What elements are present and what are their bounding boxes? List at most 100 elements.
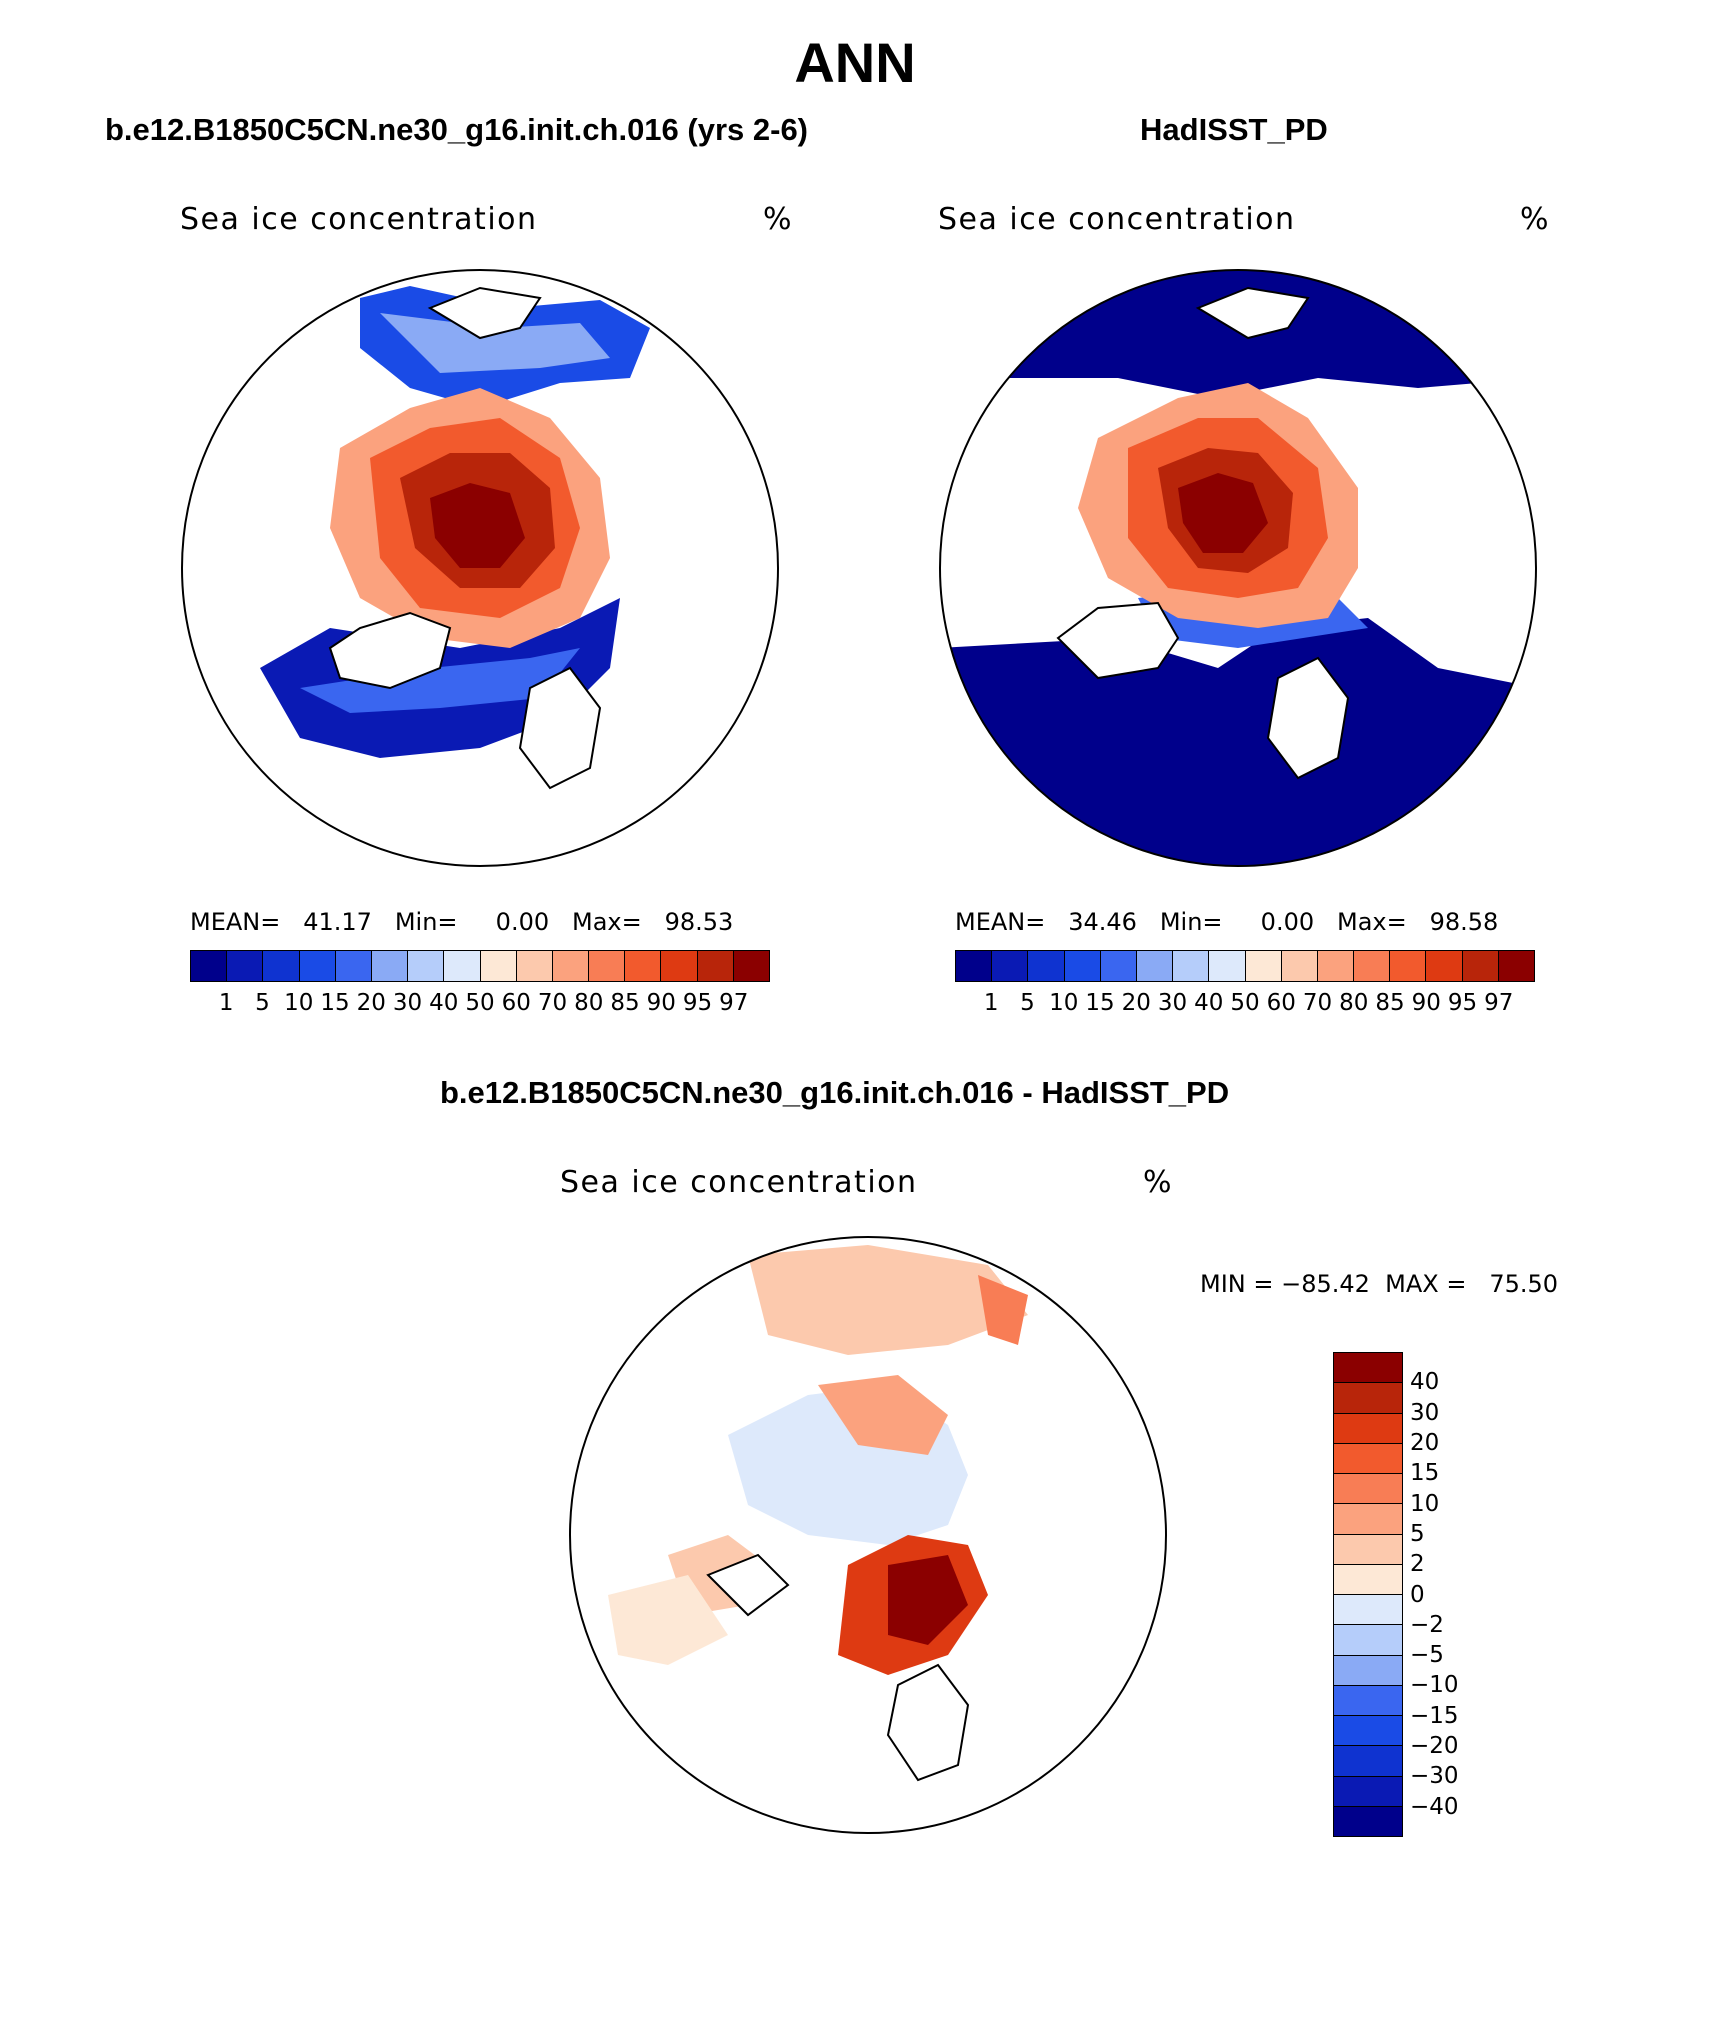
- colorbar-swatch: [1334, 1776, 1402, 1807]
- colorbar-swatch: [697, 951, 734, 981]
- colorbar-swatch: [408, 951, 445, 981]
- colorbar-tick-label: −20: [1410, 1733, 1459, 1760]
- panel2-title: HadISST_PD: [1140, 112, 1328, 147]
- colorbar-tick-label: 10: [284, 990, 314, 1016]
- colorbar-swatch: [1334, 1383, 1402, 1414]
- colorbar-swatch: [1334, 1806, 1402, 1836]
- colorbar-tick-label: −40: [1410, 1793, 1459, 1820]
- colorbar-tick-label: 60: [1266, 990, 1296, 1016]
- colorbar-swatch: [444, 951, 481, 981]
- panel3-polar-map: [569, 1236, 1167, 1834]
- panel2-colorbar-ticks: 1 5 10 15 20 30 40 50 60 70 80 85 90 95 97: [955, 990, 1535, 1020]
- colorbar-swatch: [191, 951, 228, 981]
- colorbar-swatch: [227, 951, 264, 981]
- panel2-variable-label: Sea ice concentration: [938, 202, 1296, 237]
- panel2-units-label: %: [1520, 202, 1551, 237]
- colorbar-tick-label: 1: [218, 990, 234, 1016]
- colorbar-tick-label: 30: [1157, 990, 1188, 1016]
- colorbar-tick-label: 90: [1411, 990, 1441, 1016]
- colorbar-swatch: [956, 951, 993, 981]
- colorbar-swatch: [1334, 1625, 1402, 1656]
- colorbar-swatch: [371, 951, 409, 981]
- colorbar-tick-label: 20: [1121, 990, 1151, 1016]
- panel1-variable-label: Sea ice concentration: [180, 202, 538, 237]
- colorbar-tick-label: 70: [537, 990, 568, 1016]
- main-title: ANN: [794, 31, 916, 94]
- colorbar-tick-label: 40: [429, 990, 459, 1016]
- colorbar-swatch: [1462, 951, 1499, 981]
- colorbar-tick-label: 15: [1085, 990, 1115, 1016]
- colorbar-tick-label: 40: [1410, 1369, 1440, 1396]
- colorbar-swatch: [1390, 951, 1427, 981]
- colorbar-swatch: [1334, 1595, 1402, 1626]
- colorbar-swatch: [1334, 1504, 1402, 1535]
- panel1-polar-map: [181, 269, 779, 867]
- colorbar-swatch: [1334, 1353, 1402, 1384]
- panel3-title: b.e12.B1850C5CN.ne30_g16.init.ch.016 - H…: [440, 1075, 1230, 1110]
- colorbar-swatch: [1334, 1564, 1402, 1595]
- colorbar-tick-label: 1: [983, 990, 999, 1016]
- colorbar-tick-label: 5: [1410, 1520, 1425, 1547]
- colorbar-swatch: [1334, 1443, 1402, 1474]
- colorbar-swatch: [1173, 951, 1210, 981]
- colorbar-swatch: [480, 951, 517, 981]
- colorbar-tick-label: 95: [1447, 990, 1478, 1016]
- colorbar-tick-label: 80: [574, 990, 604, 1016]
- colorbar-swatch: [1064, 951, 1101, 981]
- panel2-polar-map: [939, 269, 1537, 867]
- colorbar-swatch: [1498, 951, 1534, 981]
- panel3-colorbar: [1333, 1352, 1403, 1837]
- colorbar-swatch: [1334, 1474, 1402, 1505]
- colorbar-swatch: [299, 951, 336, 981]
- colorbar-swatch: [1100, 951, 1137, 981]
- colorbar-tick-label: 0: [1410, 1581, 1425, 1608]
- colorbar-tick-label: 15: [320, 990, 350, 1016]
- colorbar-tick-label: −30: [1410, 1763, 1459, 1790]
- colorbar-swatch: [1334, 1534, 1402, 1565]
- colorbar-tick-label: −2: [1410, 1611, 1444, 1638]
- colorbar-tick-label: 50: [1230, 990, 1260, 1016]
- colorbar-tick-label: 95: [682, 990, 713, 1016]
- colorbar-swatch: [1028, 951, 1065, 981]
- colorbar-tick-label: 85: [1375, 990, 1405, 1016]
- colorbar-tick-label: 5: [255, 990, 270, 1016]
- colorbar-swatch: [1334, 1746, 1402, 1777]
- panel3-colorbar-ticks: 40 30 20 15 10 5 2 0 −2 −5 −10 −15 −20 −30 −40: [1410, 1352, 1490, 1837]
- colorbar-swatch: [992, 951, 1029, 981]
- colorbar-swatch: [516, 951, 553, 981]
- colorbar-swatch: [625, 951, 662, 981]
- colorbar-tick-label: −10: [1410, 1672, 1459, 1699]
- colorbar-tick-label: −5: [1410, 1642, 1444, 1669]
- colorbar-tick-label: 30: [392, 990, 423, 1016]
- colorbar-swatch: [552, 951, 590, 981]
- colorbar-tick-label: 30: [1410, 1399, 1440, 1426]
- colorbar-tick-label: 90: [646, 990, 676, 1016]
- colorbar-swatch: [1317, 951, 1355, 981]
- colorbar-swatch: [263, 951, 300, 981]
- colorbar-swatch: [1354, 951, 1391, 981]
- colorbar-swatch: [1334, 1685, 1402, 1716]
- colorbar-swatch: [1136, 951, 1174, 981]
- colorbar-swatch: [1334, 1413, 1402, 1444]
- colorbar-tick-label: 20: [356, 990, 386, 1016]
- colorbar-swatch: [733, 951, 769, 981]
- colorbar-tick-label: 50: [465, 990, 495, 1016]
- colorbar-swatch: [1426, 951, 1463, 981]
- colorbar-swatch: [1245, 951, 1282, 981]
- colorbar-tick-label: 80: [1339, 990, 1369, 1016]
- panel3-stats: MIN = −85.42 MAX = 75.50: [1200, 1270, 1559, 1298]
- colorbar-tick-label: −15: [1410, 1702, 1459, 1729]
- colorbar-swatch: [661, 951, 698, 981]
- panel1-units-label: %: [763, 202, 794, 237]
- panel3-variable-label: Sea ice concentration: [560, 1165, 918, 1200]
- colorbar-swatch: [1209, 951, 1246, 981]
- colorbar-tick-label: 20: [1410, 1429, 1440, 1456]
- colorbar-tick-label: 10: [1049, 990, 1079, 1016]
- colorbar-tick-label: 5: [1020, 990, 1035, 1016]
- colorbar-swatch: [1334, 1716, 1402, 1747]
- panel3-units-label: %: [1143, 1165, 1174, 1200]
- colorbar-swatch: [1334, 1655, 1402, 1686]
- colorbar-tick-label: 70: [1302, 990, 1333, 1016]
- panel1-colorbar: [190, 950, 770, 982]
- colorbar-swatch: [335, 951, 372, 981]
